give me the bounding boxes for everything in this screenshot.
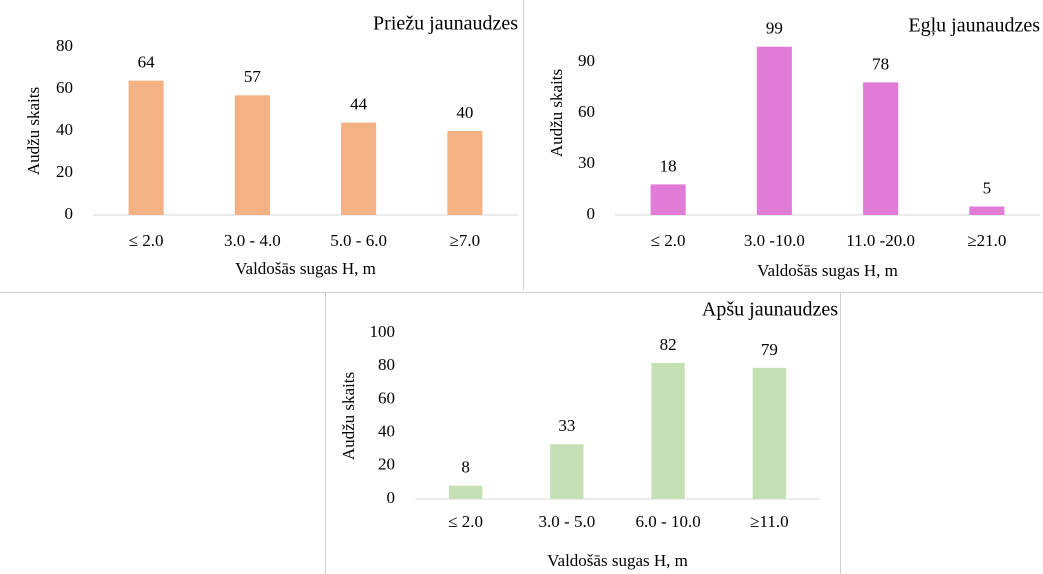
value-label: 57 xyxy=(244,67,262,86)
bar xyxy=(969,206,1005,215)
y-tick-label: 100 xyxy=(370,322,396,341)
x-tick-label: ≤ 2.0 xyxy=(129,231,164,250)
bar xyxy=(341,122,377,215)
x-tick-label: ≤ 2.0 xyxy=(651,231,686,250)
bar xyxy=(550,444,584,499)
value-label: 18 xyxy=(660,156,677,175)
chart-title: Apšu jaunaudzes xyxy=(702,299,838,321)
bar xyxy=(752,367,787,499)
x-tick-label: 11.0 -20.0 xyxy=(846,231,915,250)
bar xyxy=(448,485,483,499)
y-tick-label: 20 xyxy=(56,162,73,181)
x-tick-label: 3.0 -10.0 xyxy=(744,231,805,250)
value-label: 44 xyxy=(350,95,368,114)
bar xyxy=(128,80,164,215)
value-label: 5 xyxy=(983,178,992,197)
x-tick-label: 6.0 - 10.0 xyxy=(636,512,701,531)
value-label: 82 xyxy=(660,335,677,354)
y-tick-label: 0 xyxy=(387,488,396,507)
x-tick-label: 3.0 - 5.0 xyxy=(539,512,596,531)
value-label: 79 xyxy=(761,340,778,359)
value-label: 8 xyxy=(461,458,470,477)
chart-title: Priežu jaunaudzes xyxy=(373,13,518,35)
value-label: 64 xyxy=(138,53,156,72)
x-axis-label: Valdošās sugas H, m xyxy=(235,259,376,278)
chart-title: Egļu jaunaudzes xyxy=(908,15,1040,37)
x-tick-label: ≤ 2.0 xyxy=(448,512,483,531)
bar xyxy=(650,184,686,215)
x-tick-label: ≥21.0 xyxy=(967,231,1006,250)
y-tick-label: 90 xyxy=(578,51,595,70)
y-tick-label: 20 xyxy=(378,455,395,474)
x-tick-label: 5.0 - 6.0 xyxy=(330,231,387,250)
y-tick-label: 60 xyxy=(56,78,73,97)
y-tick-label: 30 xyxy=(578,153,595,172)
value-label: 40 xyxy=(456,103,473,122)
bar xyxy=(863,82,899,216)
y-tick-label: 80 xyxy=(378,355,395,374)
y-tick-label: 0 xyxy=(587,204,596,223)
x-axis-label: Valdošās sugas H, m xyxy=(757,261,898,280)
x-tick-label: ≥11.0 xyxy=(750,512,788,531)
y-axis-label: Audžu skaits xyxy=(24,87,43,175)
x-axis-label: Valdošās sugas H, m xyxy=(547,551,688,570)
y-tick-label: 40 xyxy=(378,422,395,441)
y-tick-label: 60 xyxy=(378,388,395,407)
value-label: 99 xyxy=(766,19,783,38)
y-tick-label: 80 xyxy=(56,36,73,55)
value-label: 78 xyxy=(872,54,889,73)
value-label: 33 xyxy=(558,416,575,435)
y-tick-label: 0 xyxy=(65,204,74,223)
x-tick-label: 3.0 - 4.0 xyxy=(224,231,281,250)
x-tick-label: ≥7.0 xyxy=(450,231,481,250)
y-tick-label: 60 xyxy=(578,102,595,121)
bar xyxy=(756,46,792,216)
bar xyxy=(651,362,685,499)
y-axis-label: Audžu skaits xyxy=(339,372,358,460)
bar xyxy=(447,131,483,215)
y-axis-label: Audžu skaits xyxy=(547,69,566,157)
bar xyxy=(234,95,270,215)
y-tick-label: 40 xyxy=(56,120,73,139)
